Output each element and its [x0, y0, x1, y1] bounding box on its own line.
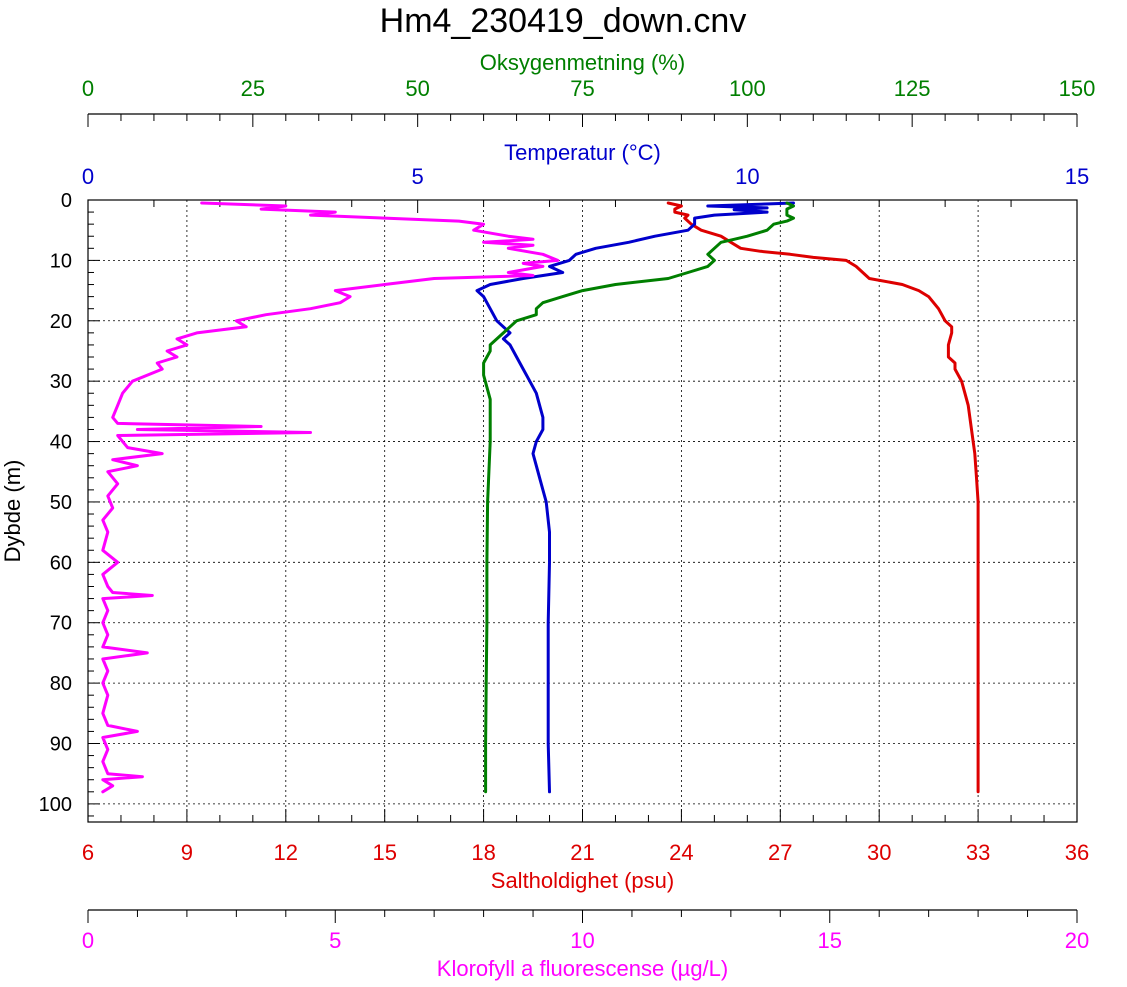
- oxygen-tick-label: 150: [1059, 76, 1096, 101]
- depth-tick-label: 30: [50, 371, 72, 393]
- depth-tick-label: 100: [39, 794, 72, 816]
- temperature-tick-label: 15: [1065, 164, 1089, 189]
- chlorophyll-axis-title: Klorofyll a fluorescense (µg/L): [437, 956, 728, 981]
- depth-tick-label: 80: [50, 673, 72, 695]
- temperature-tick-label: 0: [82, 164, 94, 189]
- depth-axis-label: Dybde (m): [0, 460, 25, 563]
- salinity-tick-label: 6: [82, 840, 94, 865]
- series-lines: [101, 201, 980, 794]
- depth-tick-label: 20: [50, 311, 72, 333]
- depth-tick-label: 0: [61, 190, 72, 212]
- axes: [87, 113, 1078, 923]
- oxygen-profile-line: [482, 201, 795, 794]
- salinity-tick-label: 18: [471, 840, 495, 865]
- oxygen-tick-label: 0: [82, 76, 94, 101]
- oxygen-axis-title: Oksygenmetning (%): [480, 50, 685, 75]
- oxygen-tick-label: 75: [570, 76, 594, 101]
- temperature-profile-line: [475, 201, 795, 794]
- salinity-tick-label: 24: [669, 840, 693, 865]
- chlorophyll-tick-label: 15: [818, 928, 842, 953]
- chlorophyll-tick-label: 0: [82, 928, 94, 953]
- salinity-tick-label: 30: [867, 840, 891, 865]
- temperature-axis-title: Temperatur (°C): [504, 140, 661, 165]
- chlorophyll-tick-label: 20: [1065, 928, 1089, 953]
- depth-tick-label: 10: [50, 250, 72, 272]
- depth-tick-label: 90: [50, 733, 72, 755]
- oxygen-tick-label: 125: [894, 76, 931, 101]
- oxygen-tick-label: 25: [241, 76, 265, 101]
- salinity-profile-line: [666, 201, 980, 794]
- salinity-axis-title: Saltholdighet (psu): [491, 868, 674, 893]
- depth-tick-label: 70: [50, 613, 72, 635]
- chart-title: Hm4_230419_down.cnv: [380, 2, 747, 40]
- salinity-tick-label: 12: [274, 840, 298, 865]
- temperature-tick-label: 5: [412, 164, 424, 189]
- salinity-tick-label: 21: [570, 840, 594, 865]
- temperature-tick-label: 10: [735, 164, 759, 189]
- oxygen-tick-label: 50: [405, 76, 429, 101]
- salinity-tick-label: 15: [372, 840, 396, 865]
- grid: [87, 199, 1078, 823]
- chlorophyll-tick-label: 5: [329, 928, 341, 953]
- depth-tick-label: 60: [50, 552, 72, 574]
- salinity-tick-label: 33: [966, 840, 990, 865]
- chlorophyll-tick-label: 10: [570, 928, 594, 953]
- depth-tick-label: 50: [50, 492, 72, 514]
- salinity-tick-label: 36: [1065, 840, 1089, 865]
- chlorophyll-profile-line: [101, 201, 560, 794]
- depth-tick-label: 40: [50, 432, 72, 454]
- salinity-tick-label: 9: [181, 840, 193, 865]
- salinity-tick-label: 27: [768, 840, 792, 865]
- oxygen-tick-label: 100: [729, 76, 766, 101]
